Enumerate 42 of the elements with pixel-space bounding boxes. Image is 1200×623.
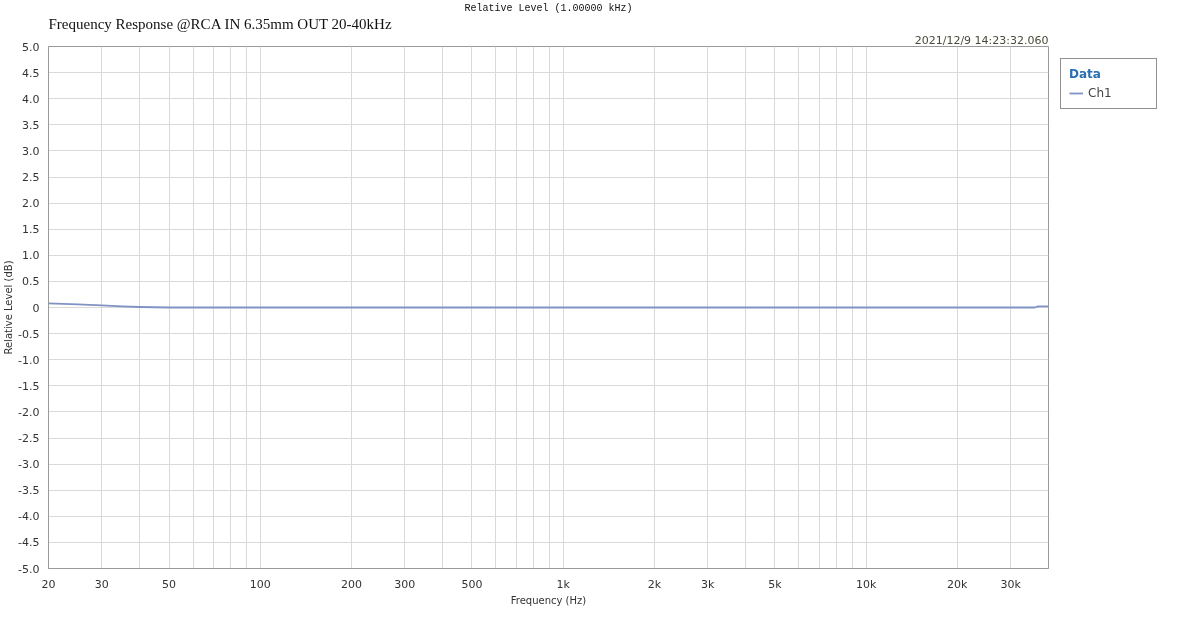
y-tick-label: 0: [32, 301, 40, 315]
y-tick-label: 1.5: [22, 223, 40, 237]
y-tick-label: -3.0: [18, 458, 40, 472]
legend-title: Data: [1069, 67, 1102, 81]
y-tick-label: -0.5: [18, 327, 40, 341]
y-tick-label: 1.0: [22, 249, 40, 263]
y-tick-label: 3.0: [22, 144, 40, 158]
y-tick-label: 4.5: [22, 66, 40, 80]
x-tick-label: 20: [41, 577, 56, 591]
x-tick-label: 5k: [768, 577, 783, 591]
y-axis-title: Relative Level (dB): [3, 260, 15, 355]
legend-label: Ch1: [1088, 86, 1113, 100]
y-tick-label: -1.0: [18, 353, 40, 367]
y-tick-label: 2.0: [22, 197, 40, 211]
y-tick-label: 5.0: [22, 40, 40, 54]
x-axis-title: Frequency (Hz): [510, 594, 587, 606]
y-tick-label: -4.0: [18, 510, 40, 524]
y-tick-label: -1.5: [18, 379, 40, 393]
x-tick-label: 20k: [947, 577, 969, 591]
x-tick-label: 1k: [556, 577, 571, 591]
y-tick-label: -5.0: [18, 562, 40, 576]
x-tick-label: 50: [162, 577, 177, 591]
annotation: 2021/12/9 14:23:32.060: [914, 33, 1049, 47]
y-tick-label: -3.5: [18, 484, 40, 498]
x-tick-label: 2k: [647, 577, 662, 591]
x-tick-label: 300: [394, 577, 416, 591]
y-tick-label: 0.5: [22, 275, 40, 289]
y-tick-label: -4.5: [18, 536, 40, 550]
y-tick-label: 2.5: [22, 171, 40, 184]
y-tick-label: -2.0: [18, 405, 40, 419]
x-tick-label: 200: [340, 577, 362, 591]
y-tick-label: 3.5: [22, 118, 40, 132]
x-tick-label: 30: [94, 577, 109, 591]
x-tick-label: 500: [461, 577, 483, 591]
x-tick-label: 100: [249, 577, 271, 591]
chart-title: Frequency Response @RCA IN 6.35mm OUT 20-40kHz: [48, 15, 392, 32]
y-tick-label: -2.5: [18, 432, 40, 445]
x-tick-label: 30k: [1000, 577, 1022, 591]
x-tick-label: 10k: [855, 577, 877, 591]
y-tick-label: 4.0: [22, 92, 40, 106]
chart-subtitle: Relative Level (1.00000 kHz): [464, 2, 633, 14]
x-tick-label: 3k: [701, 577, 716, 591]
